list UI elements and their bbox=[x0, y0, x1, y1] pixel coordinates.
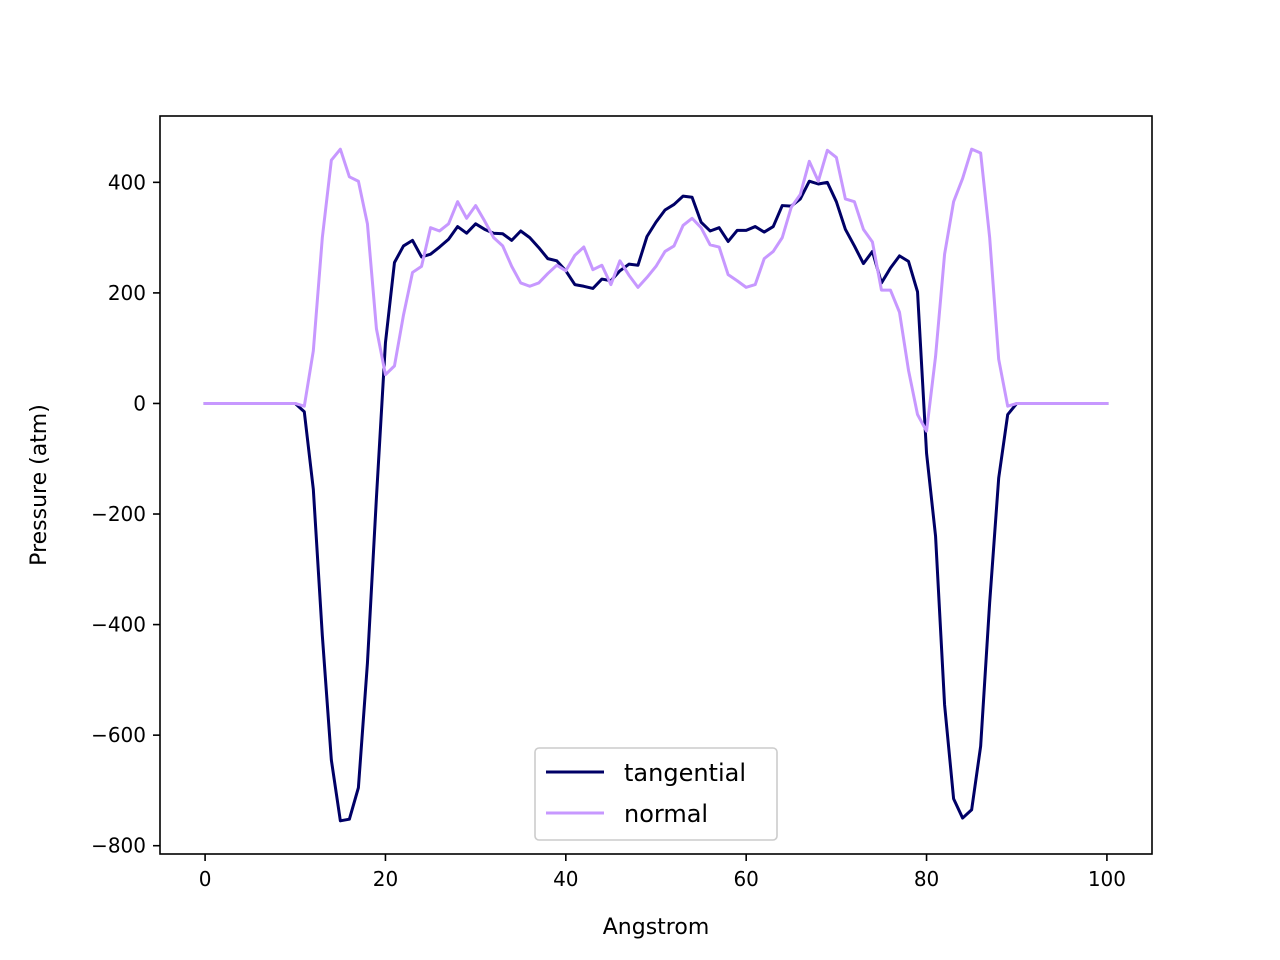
x-tick-label: 80 bbox=[914, 867, 939, 891]
x-axis: 0 20 40 60 80 100 bbox=[199, 854, 1126, 891]
y-tick-label: −200 bbox=[91, 502, 146, 526]
y-tick-label: −600 bbox=[91, 723, 146, 747]
series-line-normal bbox=[203, 147, 1109, 433]
x-tick-label: 40 bbox=[553, 867, 578, 891]
y-axis: −800 −600 −400 −200 0 200 400 bbox=[91, 170, 160, 858]
y-tick-label: −800 bbox=[91, 834, 146, 858]
x-tick-label: 20 bbox=[373, 867, 398, 891]
legend: tangential normal bbox=[534, 747, 778, 841]
series-layer bbox=[203, 147, 1109, 823]
y-tick-label: 400 bbox=[108, 170, 146, 194]
y-axis-label: Pressure (atm) bbox=[27, 404, 52, 566]
series-line-tangential bbox=[203, 179, 1109, 823]
x-tick-label: 60 bbox=[733, 867, 758, 891]
x-axis-label: Angstrom bbox=[603, 915, 710, 940]
y-tick-label: 200 bbox=[108, 281, 146, 305]
plot-area-frame bbox=[159, 115, 1153, 855]
y-tick-label: −400 bbox=[91, 613, 146, 637]
y-tick-label: 0 bbox=[133, 391, 146, 415]
x-tick-label: 0 bbox=[199, 867, 212, 891]
legend-label-tangential: tangential bbox=[624, 759, 746, 787]
x-tick-label: 100 bbox=[1088, 867, 1126, 891]
legend-label-normal: normal bbox=[624, 800, 708, 828]
